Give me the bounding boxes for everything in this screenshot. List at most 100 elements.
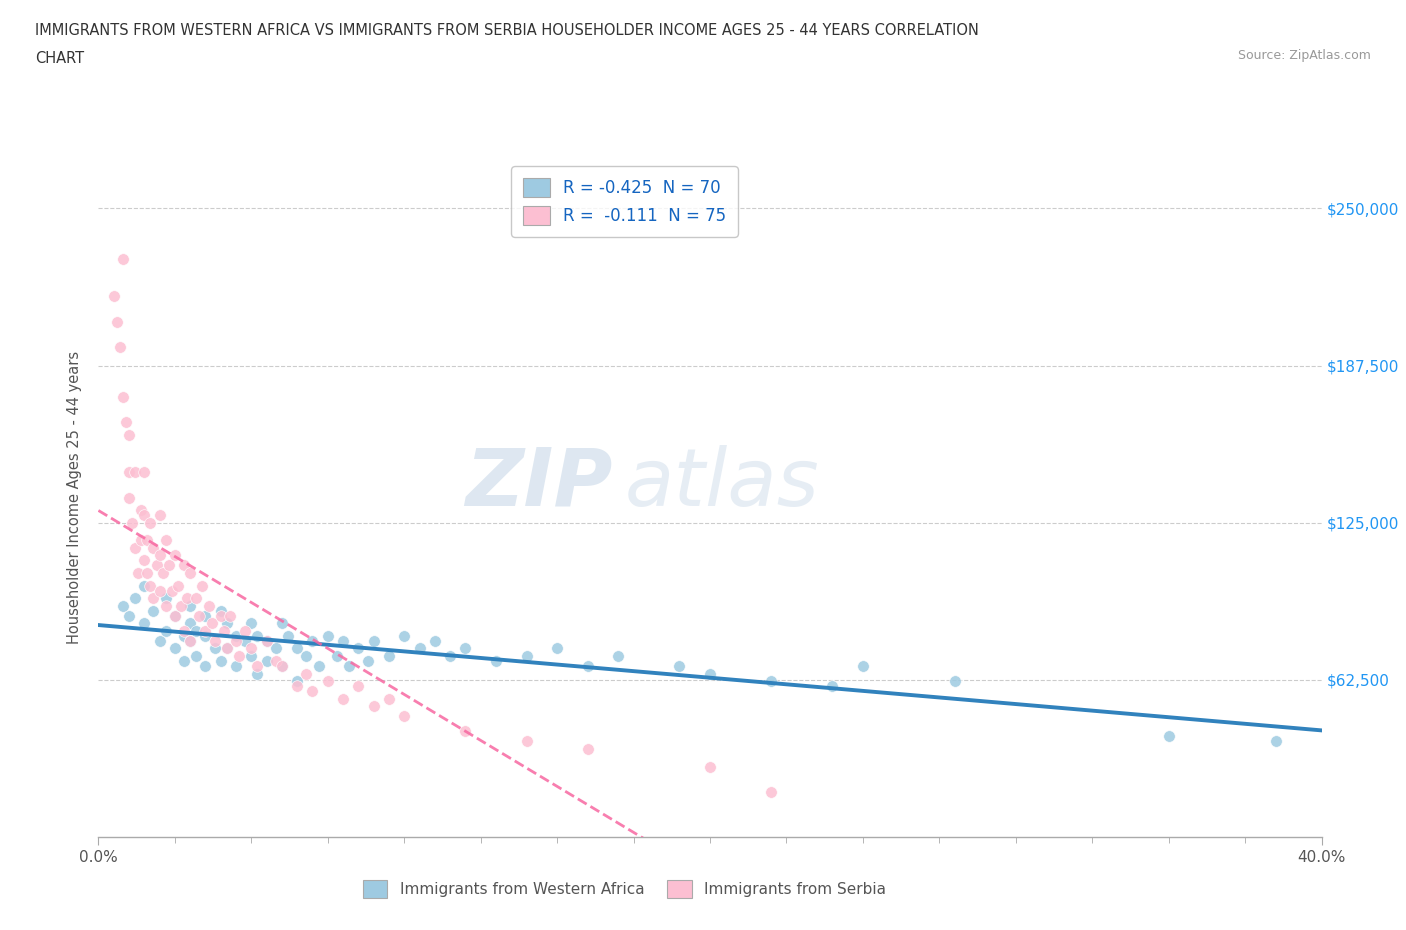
Point bbox=[378, 648, 401, 663]
Point bbox=[186, 623, 208, 638]
Point bbox=[215, 641, 238, 656]
Point bbox=[316, 629, 339, 644]
Point bbox=[129, 503, 152, 518]
Point bbox=[699, 666, 721, 681]
Point bbox=[103, 289, 125, 304]
Point bbox=[347, 679, 370, 694]
Point bbox=[392, 629, 416, 644]
Point bbox=[145, 558, 167, 573]
Point bbox=[485, 654, 508, 669]
Point bbox=[240, 616, 263, 631]
Point bbox=[347, 641, 370, 656]
Text: ZIP: ZIP bbox=[465, 445, 612, 523]
Point bbox=[163, 608, 186, 623]
Point bbox=[392, 709, 416, 724]
Point bbox=[124, 591, 146, 605]
Point bbox=[129, 533, 152, 548]
Point bbox=[256, 633, 278, 648]
Point bbox=[337, 658, 360, 673]
Point bbox=[111, 251, 134, 266]
Point bbox=[332, 691, 354, 706]
Point bbox=[408, 641, 430, 656]
Point bbox=[516, 648, 538, 663]
Point bbox=[228, 648, 250, 663]
Point bbox=[173, 654, 195, 669]
Point bbox=[108, 339, 131, 354]
Point bbox=[759, 784, 782, 799]
Point bbox=[212, 623, 235, 638]
Point bbox=[326, 648, 349, 663]
Point bbox=[191, 578, 214, 593]
Text: IMMIGRANTS FROM WESTERN AFRICA VS IMMIGRANTS FROM SERBIA HOUSEHOLDER INCOME AGES: IMMIGRANTS FROM WESTERN AFRICA VS IMMIGR… bbox=[35, 23, 979, 38]
Point bbox=[149, 548, 172, 563]
Point bbox=[111, 390, 134, 405]
Point bbox=[179, 633, 201, 648]
Point bbox=[295, 666, 318, 681]
Point bbox=[1264, 734, 1286, 749]
Point bbox=[668, 658, 690, 673]
Point bbox=[233, 623, 256, 638]
Point bbox=[186, 648, 208, 663]
Point bbox=[821, 679, 844, 694]
Point bbox=[179, 565, 201, 580]
Point bbox=[188, 608, 211, 623]
Point bbox=[142, 540, 165, 555]
Point bbox=[264, 641, 287, 656]
Point bbox=[134, 578, 156, 593]
Point bbox=[225, 633, 247, 648]
Point bbox=[363, 633, 385, 648]
Point bbox=[852, 658, 875, 673]
Point bbox=[173, 629, 195, 644]
Point bbox=[209, 604, 232, 618]
Point bbox=[136, 565, 159, 580]
Point bbox=[139, 515, 162, 530]
Point bbox=[378, 691, 401, 706]
Point bbox=[204, 633, 226, 648]
Point bbox=[285, 641, 308, 656]
Point bbox=[179, 633, 201, 648]
Point bbox=[270, 616, 292, 631]
Point bbox=[356, 654, 378, 669]
Point bbox=[142, 604, 165, 618]
Point bbox=[246, 629, 269, 644]
Point bbox=[127, 565, 149, 580]
Point bbox=[197, 598, 219, 613]
Point bbox=[546, 641, 568, 656]
Point bbox=[167, 578, 190, 593]
Point bbox=[149, 583, 172, 598]
Point bbox=[139, 578, 162, 593]
Point bbox=[118, 490, 141, 505]
Point bbox=[149, 508, 172, 523]
Point bbox=[200, 616, 222, 631]
Point bbox=[225, 629, 247, 644]
Point bbox=[155, 598, 177, 613]
Point bbox=[176, 591, 198, 605]
Point bbox=[256, 633, 278, 648]
Point bbox=[301, 633, 323, 648]
Point bbox=[149, 633, 172, 648]
Point bbox=[240, 648, 263, 663]
Point bbox=[423, 633, 446, 648]
Point bbox=[209, 654, 232, 669]
Point bbox=[134, 616, 156, 631]
Point bbox=[943, 673, 966, 688]
Point bbox=[155, 591, 177, 605]
Point bbox=[576, 658, 599, 673]
Point bbox=[699, 759, 721, 774]
Point bbox=[134, 553, 156, 568]
Point bbox=[225, 658, 247, 673]
Point bbox=[163, 641, 186, 656]
Point bbox=[264, 654, 287, 669]
Point bbox=[759, 673, 782, 688]
Text: Source: ZipAtlas.com: Source: ZipAtlas.com bbox=[1237, 49, 1371, 62]
Point bbox=[111, 598, 134, 613]
Point bbox=[246, 666, 269, 681]
Point bbox=[186, 591, 208, 605]
Point bbox=[270, 658, 292, 673]
Point bbox=[173, 623, 195, 638]
Point bbox=[118, 427, 141, 442]
Point bbox=[134, 465, 156, 480]
Point bbox=[363, 698, 385, 713]
Point bbox=[454, 724, 477, 738]
Point bbox=[124, 465, 146, 480]
